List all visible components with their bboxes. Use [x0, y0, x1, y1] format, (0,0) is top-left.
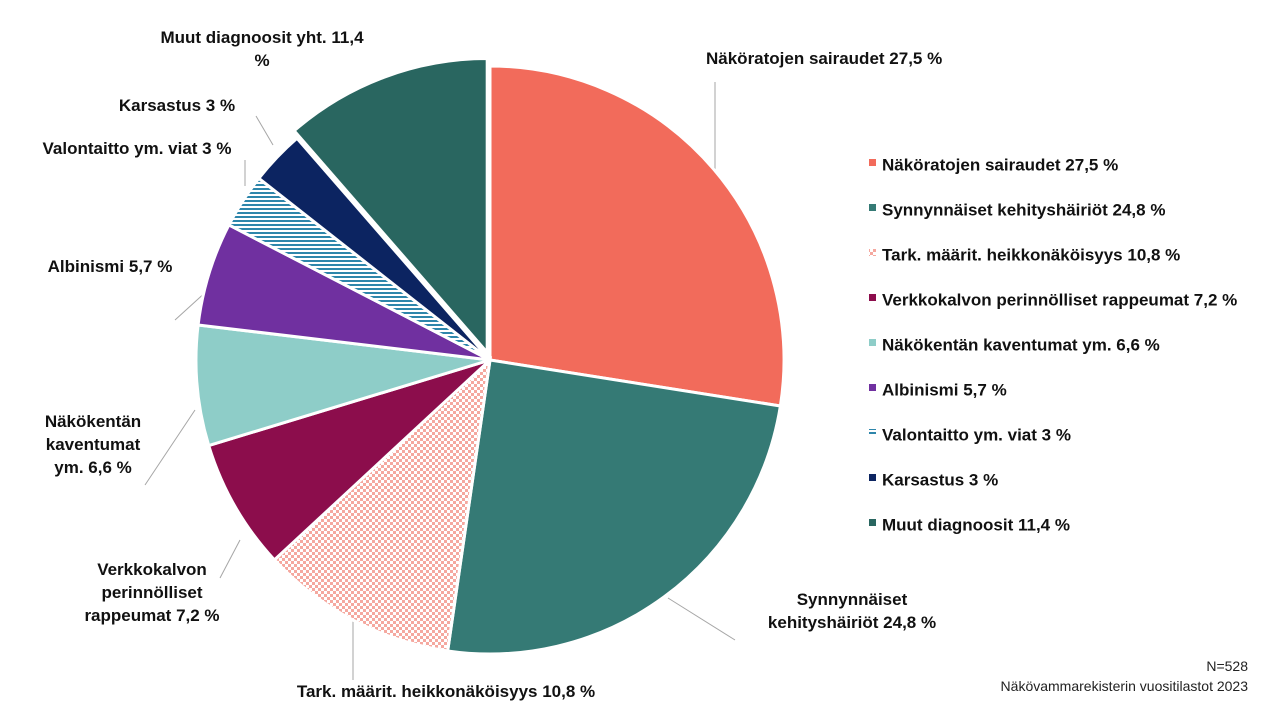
legend: Näköratojen sairaudet 27,5 % Synnynnäiset…	[869, 155, 1237, 534]
slice-label-nakoratojen-sairaudet: Näköratojen sairaudet 27,5 %	[706, 49, 942, 68]
legend-swatch-synnynnaiset-kehityshairiot	[869, 204, 876, 211]
legend-label-synnynnaiset-kehityshairiot: Synnynnäiset kehityshäiriöt 24,8 %	[882, 200, 1165, 219]
slice-labels: Näköratojen sairaudet 27,5 % Synnynnäiset…	[43, 28, 943, 701]
legend-label-nakoratojen-sairaudet: Näköratojen sairaudet 27,5 %	[882, 155, 1118, 174]
legend-swatch-tark-maarit-heikkonakoisyys	[869, 249, 876, 256]
slice-label-nakokentan-kaventumat-ym: Näkökentän kaventumat ym. 6,6 %	[45, 412, 141, 477]
slice-muut-diagnoosit	[292, 57, 489, 357]
legend-swatch-valontaitto-ym-viat	[869, 429, 876, 436]
slice-verkkokalvon-perinnolliset-rappeumat	[206, 358, 492, 563]
legend-label-valontaitto-ym-viat: Valontaitto ym. viat 3 %	[882, 425, 1071, 444]
leader-line-synnynnaiset-kehityshairiot	[667, 597, 736, 641]
slice-synnynnaiset-kehityshairiot	[445, 358, 783, 656]
legend-swatch-albinismi	[869, 384, 876, 391]
legend-label-nakokentan-kaventumat-ym: Näkökentän kaventumat ym. 6,6 %	[882, 335, 1160, 354]
slice-nakokentan-kaventumat-ym	[194, 323, 491, 448]
legend-label-tark-maarit-heikkonakoisyys: Tark. määrit. heikkonäköisyys 10,8 %	[882, 245, 1180, 264]
slice-label-valontaitto-ym-viat: Valontaitto ym. viat 3 %	[43, 139, 232, 158]
leader-line-karsastus	[255, 115, 274, 146]
slice-label-synnynnaiset-kehityshairiot: Synnynnäiset kehityshäiriöt 24,8 %	[768, 590, 936, 632]
slice-label-verkkokalvon-perinnolliset-rappeumat: Verkkokalvon perinnölliset rappeumat 7,2 %	[84, 560, 219, 625]
sample-size-label: N=528	[1206, 658, 1248, 674]
legend-swatch-nakoratojen-sairaudet	[869, 159, 876, 166]
legend-label-muut-diagnoosit: Muut diagnoosit 11,4 %	[882, 515, 1070, 534]
legend-label-albinismi: Albinismi 5,7 %	[882, 380, 1007, 399]
leader-line-verkkokalvon-perinnolliset-rappeumat	[219, 539, 241, 579]
leader-line-nakokentan-kaventumat-ym	[144, 409, 196, 486]
slice-label-muut-diagnoosit: Muut diagnoosit yht. 11,4%	[160, 28, 364, 70]
source-label: Näkövammarekisterin vuositilastot 2023	[1000, 678, 1248, 694]
slice-karsastus	[256, 136, 492, 362]
legend-swatch-nakokentan-kaventumat-ym	[869, 339, 876, 346]
legend-swatch-muut-diagnoosit	[869, 519, 876, 526]
slice-label-tark-maarit-heikkonakoisyys: Tark. määrit. heikkonäköisyys 10,8 %	[297, 682, 595, 701]
legend-label-verkkokalvon-perinnolliset-rappeumat: Verkkokalvon perinnölliset rappeumat 7,2…	[882, 290, 1237, 309]
legend-swatch-karsastus	[869, 474, 876, 481]
legend-swatch-verkkokalvon-perinnolliset-rappeumat	[869, 294, 876, 301]
slice-tark-maarit-heikkonakoisyys	[272, 356, 493, 653]
slice-nakoratojen-sairaudet	[488, 64, 786, 408]
slice-label-albinismi: Albinismi 5,7 %	[48, 257, 173, 276]
legend-label-karsastus: Karsastus 3 %	[882, 470, 998, 489]
pie-slices	[194, 57, 786, 656]
slice-label-karsastus: Karsastus 3 %	[119, 96, 235, 115]
